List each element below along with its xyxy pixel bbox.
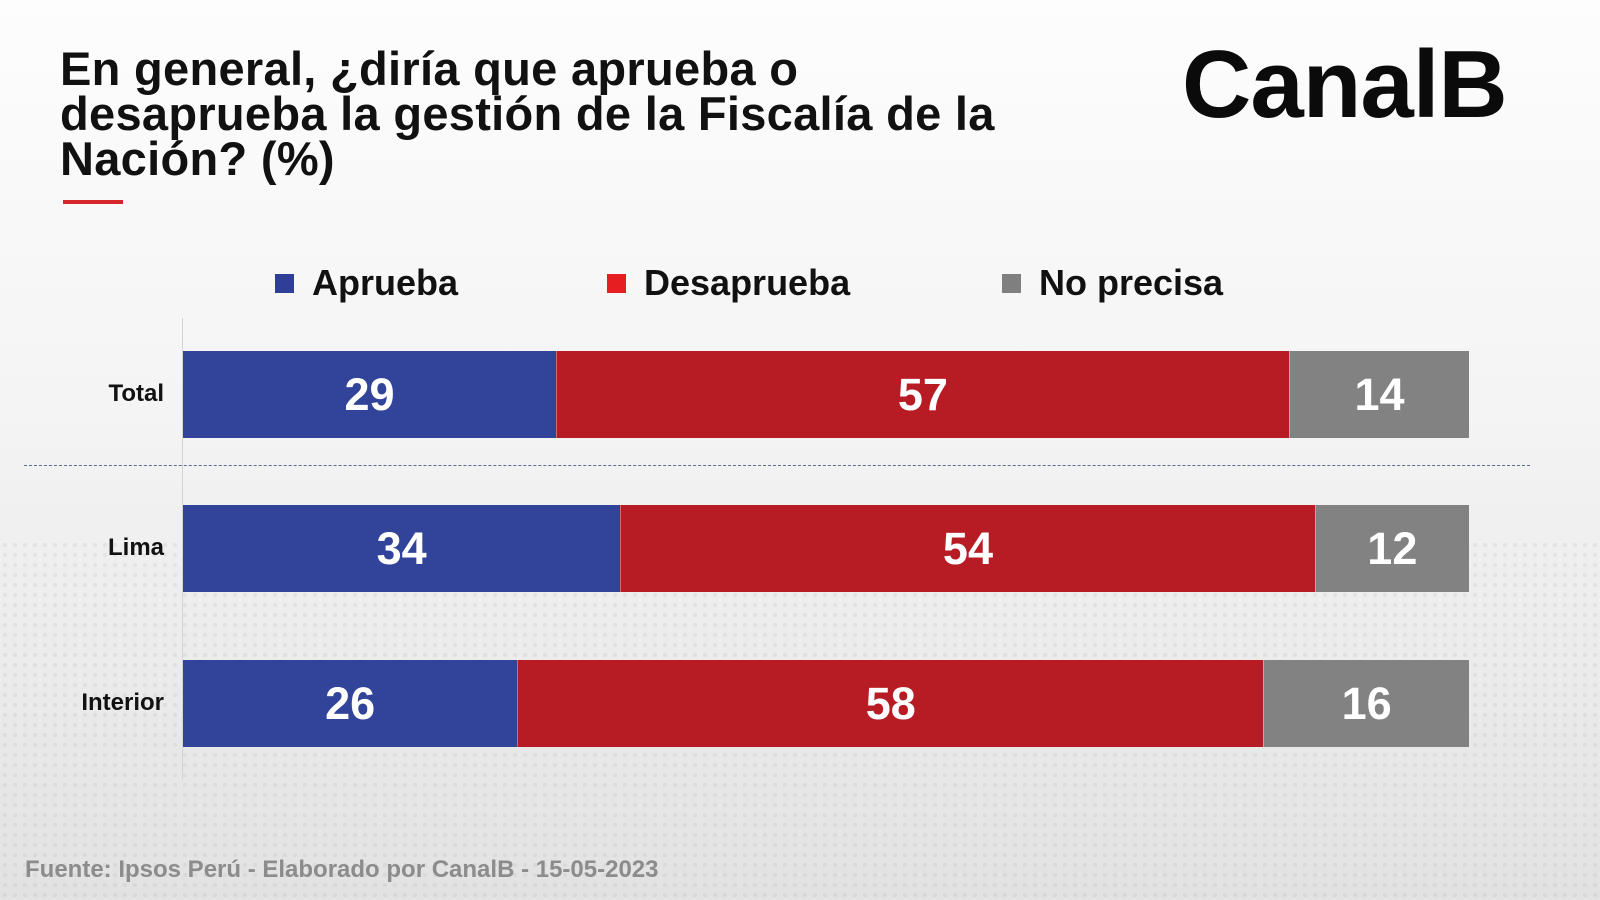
legend-swatch-aprueba [275,273,294,293]
data-label-interior-desaprueba: 58 [865,677,916,729]
bar-interior-desaprueba: 58 [517,660,1264,747]
total-separator-line [24,465,1530,466]
legend-label-desaprueba: Desaprueba [644,262,851,303]
data-label-total-aprueba: 29 [344,368,395,420]
legend-item-desaprueba: Desaprueba [607,258,850,308]
canalb-logo: CanalB [1182,31,1508,138]
chart-legend: Aprueba Desaprueba No precisa [0,258,1600,308]
data-label-lima-no-precisa: 12 [1367,522,1418,574]
data-label-total-desaprueba: 57 [897,368,948,420]
category-label-total: Total [108,379,164,407]
legend-swatch-no-precisa [1002,273,1021,293]
data-label-interior-aprueba: 26 [325,677,376,729]
legend-item-aprueba: Aprueba [275,258,458,308]
legend-label-aprueba: Aprueba [312,262,459,303]
bar-row-interior: 26 58 16 [183,660,1469,747]
chart-title: En general, ¿diría que aprueba o desapru… [60,42,995,185]
data-label-lima-aprueba: 34 [376,522,427,574]
category-axis-line [182,318,183,780]
category-label-lima: Lima [107,533,164,561]
bar-total-aprueba: 29 [183,351,556,438]
legend-item-no-precisa: No precisa [1002,258,1223,308]
data-label-interior-no-precisa: 16 [1341,677,1392,729]
bar-total-desaprueba: 57 [555,351,1289,438]
bar-total-no-precisa: 14 [1288,351,1469,438]
data-label-lima-desaprueba: 54 [942,522,993,574]
source-note: Fuente: Ipsos Perú - Elaborado por Canal… [25,856,659,883]
bar-interior-aprueba: 26 [183,660,518,747]
category-label-interior: Interior [81,688,164,716]
title-accent-line [63,200,123,204]
bar-row-lima: 34 54 12 [183,505,1469,592]
bar-interior-no-precisa: 16 [1263,660,1469,747]
legend-label-no-precisa: No precisa [1039,262,1224,303]
bar-lima-aprueba: 34 [183,505,621,592]
bar-lima-desaprueba: 54 [620,505,1315,592]
bar-row-total: 29 57 14 [183,351,1469,438]
legend-swatch-desaprueba [607,273,626,293]
bar-lima-no-precisa: 12 [1314,505,1469,592]
data-label-total-no-precisa: 14 [1354,368,1405,420]
